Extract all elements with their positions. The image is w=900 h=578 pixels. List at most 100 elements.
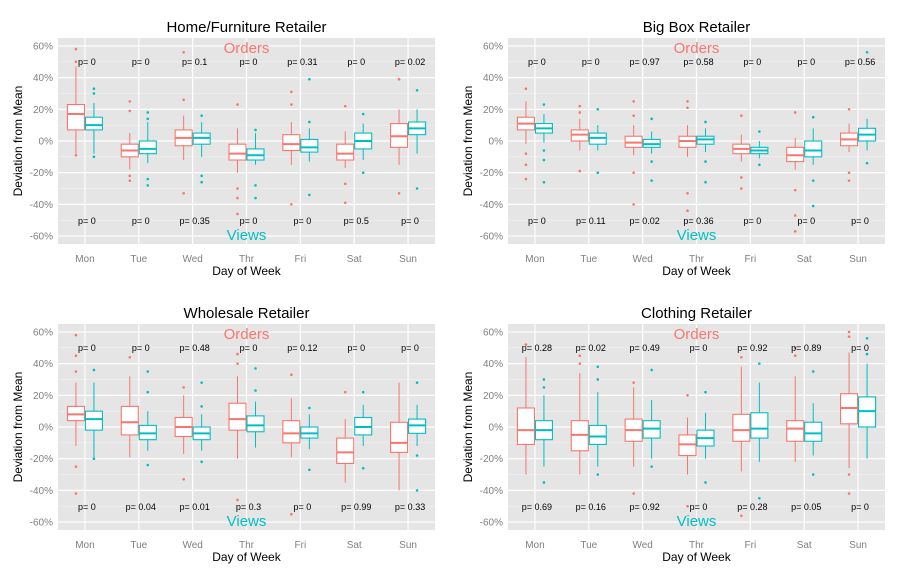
outlier-point	[542, 386, 546, 389]
x-tick-label: Fri	[745, 540, 757, 551]
p-value-orders: p= 0.1	[182, 57, 207, 67]
outlier-point	[254, 184, 257, 187]
views-box-fri	[750, 130, 769, 167]
x-axis-label: Day of Week	[662, 550, 731, 564]
outlier-point	[308, 406, 311, 410]
orders-box-tue	[120, 355, 139, 458]
outlier-point	[596, 473, 600, 476]
outlier-point	[146, 117, 150, 121]
outlier-point	[740, 176, 743, 179]
outlier-point	[578, 111, 582, 114]
chart-panel-3: -60% -40% -20% 0% 20% 40% 60% p= 0 p= 0 p= 0.48 p=…	[11, 305, 435, 564]
orders-label: Orders	[674, 326, 720, 343]
outlier-point	[686, 394, 689, 397]
outlier-point	[74, 492, 78, 495]
views-box-sat	[354, 390, 373, 470]
x-tick-label: Sun	[399, 540, 417, 551]
p-value-orders: p= 0	[851, 343, 869, 353]
outlier-point	[74, 465, 78, 468]
outlier-point	[308, 193, 311, 197]
orders-box-sun	[390, 382, 409, 491]
outlier-point	[236, 187, 239, 190]
views-box-wed	[642, 368, 661, 468]
p-value-views: p= 0.3	[236, 502, 261, 512]
p-value-orders: p= 0.97	[630, 57, 660, 67]
orders-box-fri	[282, 373, 301, 516]
orders-label: Orders	[674, 40, 720, 57]
outlier-point	[200, 381, 203, 384]
box-body	[390, 421, 409, 453]
chart-panel-2: -60% -40% -20% 0% 20% 40% 60% p= 0 p= 0 p= 0.97 p=…	[461, 19, 885, 278]
p-value-orders: p= 0.58	[683, 57, 713, 67]
p-value-orders: p= 0	[690, 343, 708, 353]
orders-box-wed	[174, 50, 193, 195]
outlier-point	[578, 354, 582, 357]
outlier-point	[254, 389, 257, 392]
y-tick-label: -20%	[480, 454, 503, 465]
p-value-orders: p= 0.12	[287, 343, 317, 353]
orders-box-thr	[228, 352, 247, 502]
x-tick-label: Thr	[239, 254, 255, 265]
outlier-point	[200, 180, 203, 184]
outlier-point	[740, 187, 743, 190]
x-tick-label: Thr	[239, 540, 255, 551]
p-value-views: p= 0.99	[341, 502, 371, 512]
y-tick-label: 20%	[33, 105, 53, 116]
views-box-thr	[246, 367, 265, 448]
p-value-views: p= 0.01	[180, 502, 210, 512]
outlier-point	[793, 346, 797, 350]
orders-box-sat	[336, 390, 355, 483]
x-tick-label: Thr	[689, 540, 705, 551]
x-tick-label: Mon	[75, 254, 94, 265]
orders-box-sat	[336, 104, 355, 205]
views-label: Views	[677, 227, 717, 244]
outlier-point	[74, 60, 78, 64]
outlier-point	[847, 108, 851, 111]
outlier-point	[865, 50, 869, 54]
outlier-point	[596, 378, 600, 381]
box-body	[336, 437, 355, 464]
outlier-point	[542, 103, 546, 106]
outlier-point	[758, 497, 761, 500]
outlier-point	[686, 106, 689, 110]
outlier-point	[524, 343, 528, 346]
box-body	[66, 104, 85, 131]
views-box-mon	[84, 368, 103, 460]
outlier-point	[128, 179, 132, 182]
outlier-point	[200, 460, 203, 464]
box-body	[336, 143, 355, 161]
orders-box-wed	[624, 381, 643, 495]
orders-box-mon	[516, 87, 535, 181]
outlier-point	[361, 390, 365, 394]
p-value-orders: p= 0.56	[845, 57, 875, 67]
views-box-tue	[138, 111, 157, 187]
x-tick-label: Wed	[182, 540, 202, 551]
outlier-point	[847, 179, 851, 182]
outlier-point	[236, 362, 239, 365]
p-value-views: p= 0.05	[791, 502, 821, 512]
p-value-views: p= 0.16	[576, 502, 606, 512]
y-tick-label: -20%	[480, 168, 503, 179]
y-tick-label: 0%	[39, 423, 54, 434]
outlier-point	[236, 498, 239, 502]
outlier-point	[146, 463, 150, 467]
p-value-views: p= 0	[851, 502, 869, 512]
outlier-point	[361, 466, 365, 470]
box-body	[228, 402, 247, 431]
orders-box-sun	[840, 330, 859, 495]
box-body	[138, 140, 157, 155]
outlier-point	[596, 108, 600, 111]
p-value-views: p= 0.33	[395, 502, 425, 512]
views-box-mon	[84, 87, 103, 159]
outlier-point	[847, 492, 851, 495]
outlier-point	[290, 203, 293, 206]
outlier-point	[793, 230, 797, 233]
outlier-point	[524, 177, 528, 181]
y-tick-label: -60%	[30, 232, 53, 243]
p-value-views: p= 0	[528, 216, 546, 226]
box-body	[228, 143, 247, 161]
views-box-thr	[246, 128, 265, 200]
p-value-views: p= 0	[293, 216, 311, 226]
orders-box-wed	[624, 100, 643, 206]
